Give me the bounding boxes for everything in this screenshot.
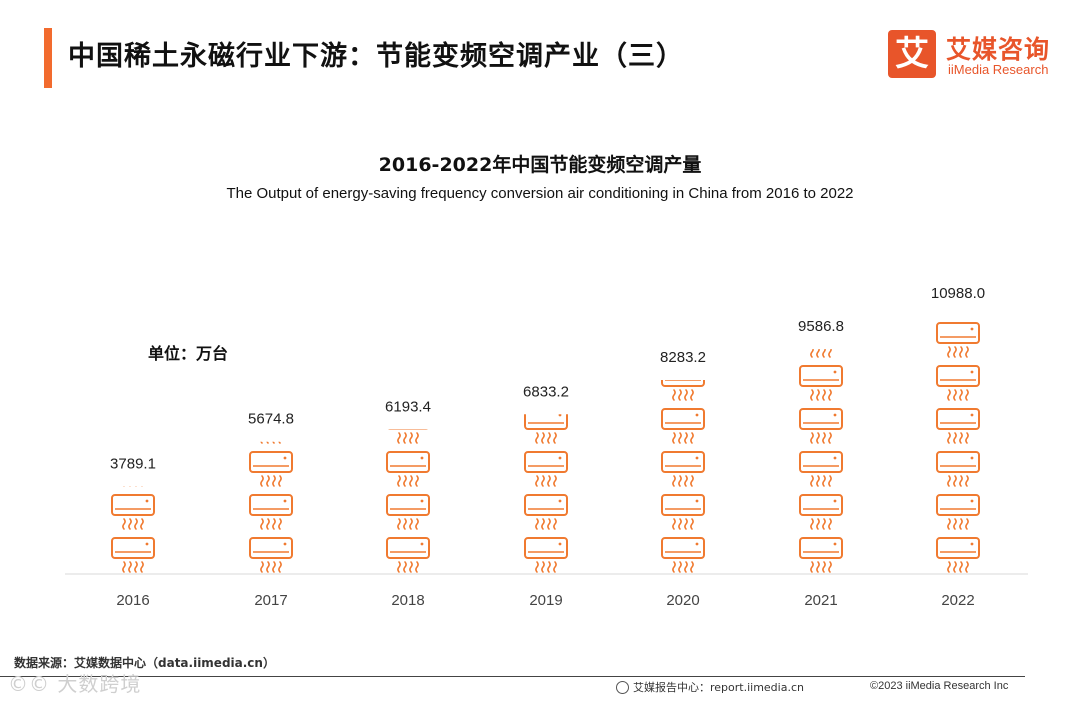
value-label-2021: 9586.8 bbox=[798, 318, 844, 335]
logo-cn-text: 艾媒咨询 bbox=[946, 35, 1051, 64]
bar-2022 bbox=[936, 322, 980, 573]
value-label-2016: 3789.1 bbox=[110, 455, 156, 472]
bar-2020 bbox=[661, 380, 705, 573]
value-label-2022: 10988.0 bbox=[931, 285, 985, 302]
value-label-2020: 8283.2 bbox=[660, 349, 706, 366]
footer-divider bbox=[0, 676, 1025, 677]
x-tick-label-2022: 2022 bbox=[941, 592, 974, 609]
bar-2016 bbox=[111, 486, 155, 573]
page-title: 中国稀土永磁行业下游：节能变频空调产业（三） bbox=[68, 41, 684, 72]
globe-icon bbox=[616, 681, 629, 694]
x-tick-label-2018: 2018 bbox=[391, 592, 424, 609]
logo-en-text: iiMedia Research bbox=[948, 62, 1049, 77]
unit-label: 单位：万台 bbox=[148, 344, 229, 363]
x-tick-label-2019: 2019 bbox=[529, 592, 562, 609]
x-tick-label-2017: 2017 bbox=[254, 592, 287, 609]
title-accent-bar bbox=[44, 28, 52, 88]
iimedia-logo: 艾 艾媒咨询 iiMedia Research bbox=[888, 30, 1068, 82]
footer-report: 艾媒报告中心：report.iimedia.cn bbox=[616, 679, 804, 695]
bar-2018 bbox=[386, 429, 430, 573]
value-label-2018: 6193.4 bbox=[385, 398, 431, 415]
logo-mark: 艾 bbox=[888, 30, 936, 78]
watermark: ©© 大数跨境 bbox=[8, 672, 142, 696]
chart-subtitle: The Output of energy-saving frequency co… bbox=[226, 185, 854, 202]
bar-2019 bbox=[524, 414, 568, 573]
value-label-2017: 5674.8 bbox=[248, 411, 294, 428]
logo-mark-text: 艾 bbox=[895, 34, 929, 74]
pictogram-bar-chart: 3789.1 2016 5674.8 2017 6193.4 2018 6833.2 2019… bbox=[65, 285, 1028, 609]
copyright: ©2023 iiMedia Research Inc bbox=[870, 680, 1009, 692]
bar-2021 bbox=[799, 349, 843, 573]
data-source: 数据来源：艾媒数据中心（data.iimedia.cn） bbox=[14, 656, 275, 670]
chart-title: 2016-2022年中国节能变频空调产量 bbox=[378, 154, 702, 176]
x-tick-label-2020: 2020 bbox=[666, 592, 699, 609]
footer-report-text: 艾媒报告中心：report.iimedia.cn bbox=[633, 681, 804, 694]
bar-2017 bbox=[249, 441, 293, 573]
x-tick-label-2021: 2021 bbox=[804, 592, 837, 609]
x-tick-label-2016: 2016 bbox=[116, 592, 149, 609]
value-label-2019: 6833.2 bbox=[523, 383, 569, 400]
